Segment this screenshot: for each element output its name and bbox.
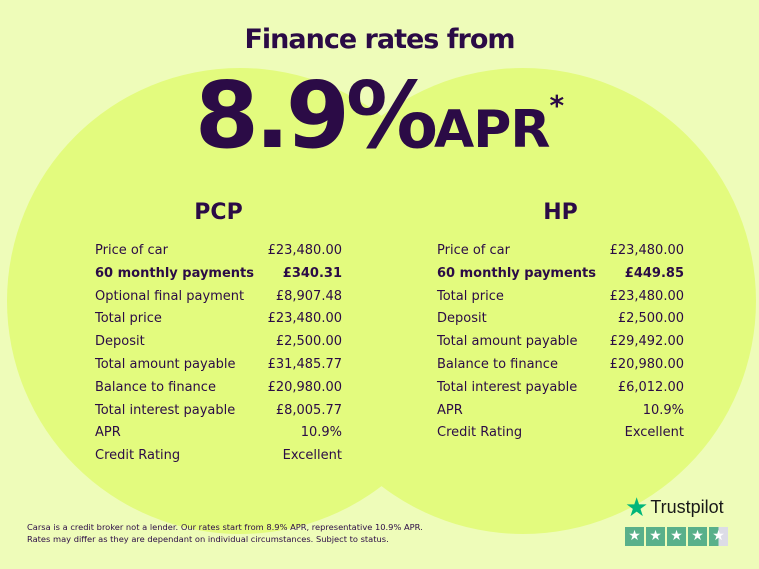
trustpilot-rating: ★ ★ ★ ★ ★ [625, 527, 728, 546]
table-row: Deposit £2,500.00 [437, 308, 684, 331]
table-row: Total amount payable £29,492.00 [437, 331, 684, 354]
row-value: £23,480.00 [609, 243, 684, 258]
disclaimer: Carsa is a credit broker not a lender. O… [27, 521, 423, 545]
row-value: £20,980.00 [267, 379, 342, 395]
row-label: Credit Rating [437, 425, 523, 441]
table-row: 60 monthly payments £340.31 [95, 263, 342, 286]
pcp-table: PCP Price of car £23,480.00 60 monthly pay… [95, 200, 342, 468]
row-value: Excellent [624, 425, 684, 441]
row-value: £449.85 [624, 265, 684, 281]
table-row: Total amount payable £31,485.77 [95, 354, 342, 377]
row-value: £8,005.77 [275, 402, 342, 418]
table-row: Optional final payment £8,907.48 [95, 286, 342, 309]
row-label: Total amount payable [95, 356, 236, 372]
headline-rate: 8.9%APR* [0, 62, 759, 169]
row-value: 10.9% [300, 425, 342, 441]
asterisk: * [549, 89, 565, 122]
row-label: 60 monthly payments [95, 265, 254, 281]
row-label: Optional final payment [95, 288, 245, 304]
row-label: APR [437, 402, 463, 418]
table-row: APR 10.9% [437, 400, 684, 423]
table-row: Total interest payable £8,005.77 [95, 400, 342, 423]
rating-star-icon: ★ [667, 527, 686, 546]
row-value: £23,480.00 [267, 311, 342, 327]
table-row: Credit Rating Excellent [437, 422, 684, 445]
trustpilot-name: Trustpilot [650, 497, 724, 517]
row-value: £29,492.00 [609, 334, 684, 350]
row-value: £2,500.00 [275, 334, 342, 350]
row-label: Price of car [437, 243, 510, 258]
row-value: £23,480.00 [609, 288, 684, 304]
row-label: Deposit [437, 311, 487, 327]
table-row: Balance to finance £20,980.00 [95, 377, 342, 400]
row-label: Price of car [95, 243, 168, 258]
table-row: Price of car £23,480.00 [95, 240, 342, 263]
row-value: £23,480.00 [267, 243, 342, 258]
row-value: £20,980.00 [609, 356, 684, 372]
trustpilot-badge: ★ Trustpilot ★ ★ ★ ★ ★ [625, 492, 728, 546]
rating-star-icon: ★ [688, 527, 707, 546]
rating-star-icon: ★ [625, 527, 644, 546]
table-row: APR 10.9% [95, 422, 342, 445]
disclaimer-line-2: Rates may differ as they are dependant o… [27, 534, 389, 544]
row-value: Excellent [282, 448, 342, 464]
table-row: Credit Rating Excellent [95, 445, 342, 468]
row-value: £31,485.77 [267, 356, 342, 372]
table-row: Total price £23,480.00 [437, 286, 684, 309]
rating-star-icon: ★ [709, 527, 728, 546]
hp-table: HP Price of car £23,480.00 60 monthly paym… [437, 200, 684, 445]
row-value: £2,500.00 [617, 311, 684, 327]
table-row: Balance to finance £20,980.00 [437, 354, 684, 377]
apr-label: APR [434, 100, 550, 160]
table-row: Total interest payable £6,012.00 [437, 377, 684, 400]
rate-value: 8.9% [194, 62, 438, 169]
row-label: Deposit [95, 334, 145, 350]
row-label: APR [95, 425, 121, 441]
pcp-title: PCP [194, 200, 243, 225]
row-label: 60 monthly payments [437, 265, 596, 281]
row-value: £340.31 [282, 265, 342, 281]
table-row: 60 monthly payments £449.85 [437, 263, 684, 286]
headline: Finance rates from [244, 24, 515, 55]
row-label: Total interest payable [95, 402, 236, 418]
hp-title: HP [543, 200, 578, 225]
background-circle-right [290, 68, 756, 534]
row-label: Total price [437, 288, 504, 304]
row-label: Credit Rating [95, 448, 181, 464]
disclaimer-line-1: Carsa is a credit broker not a lender. O… [27, 522, 423, 532]
star-icon: ★ [625, 492, 649, 522]
table-row: Deposit £2,500.00 [95, 331, 342, 354]
row-value: £8,907.48 [275, 288, 342, 304]
row-label: Total amount payable [437, 334, 578, 350]
row-label: Balance to finance [95, 379, 216, 395]
row-label: Total interest payable [437, 379, 578, 395]
row-label: Balance to finance [437, 356, 558, 372]
rating-star-icon: ★ [646, 527, 665, 546]
table-row: Price of car £23,480.00 [437, 240, 684, 263]
row-value: £6,012.00 [617, 379, 684, 395]
row-value: 10.9% [642, 402, 684, 418]
row-label: Total price [95, 311, 162, 327]
table-row: Total price £23,480.00 [95, 308, 342, 331]
